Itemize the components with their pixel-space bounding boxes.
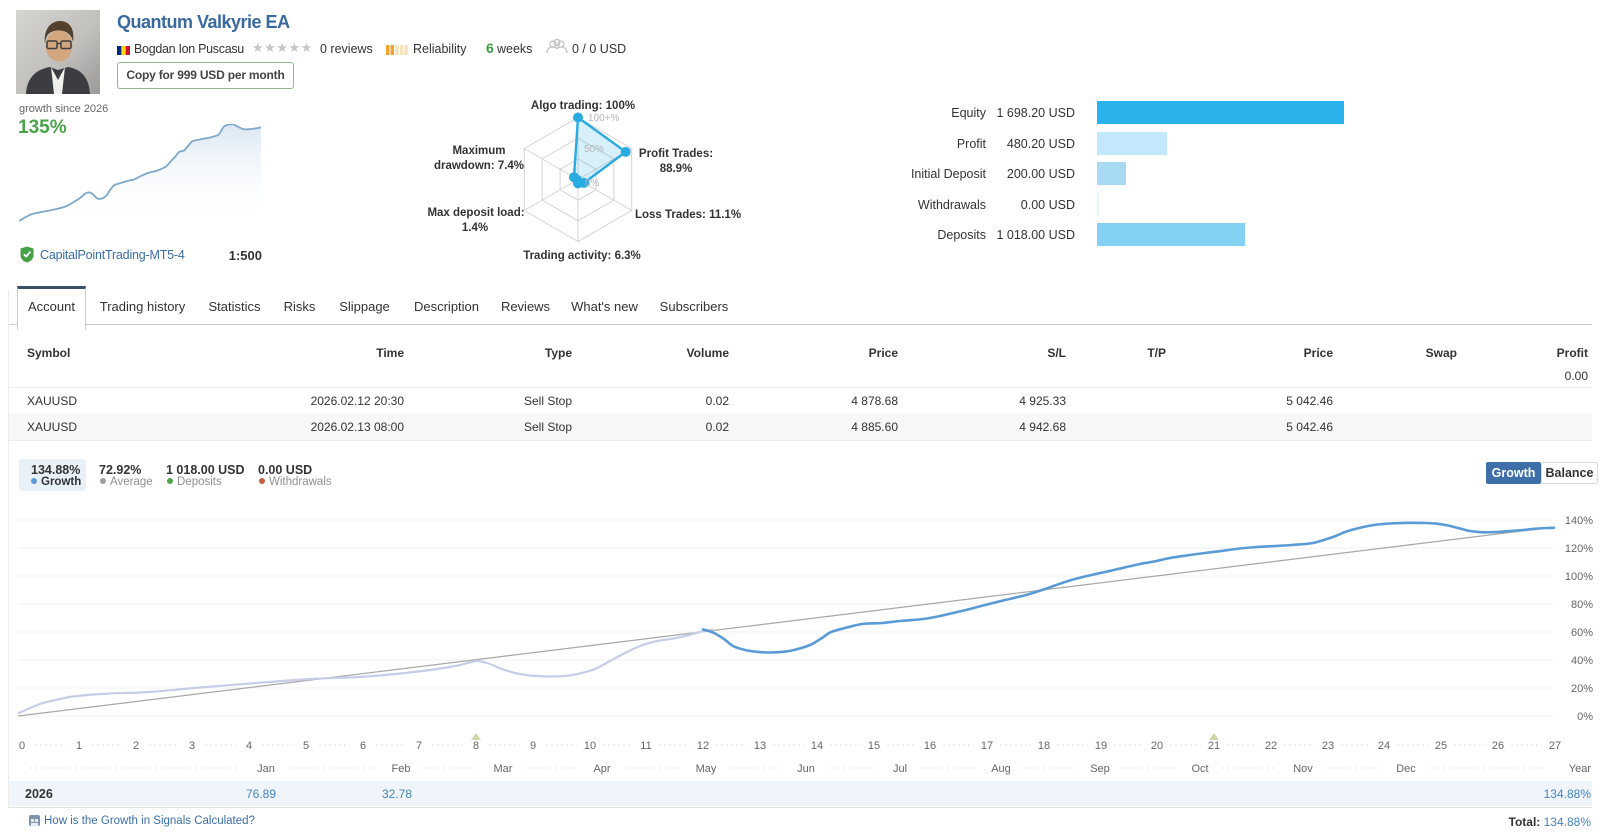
svg-text:0%: 0% [1577,711,1593,723]
svg-text:Jun: Jun [797,763,815,775]
svg-text:100+%: 100+% [588,113,620,124]
svg-text:18: 18 [1038,740,1050,752]
svg-text:1: 1 [76,740,82,752]
svg-text:60%: 60% [1571,627,1593,639]
svg-text:1.4%: 1.4% [462,222,488,234]
svg-text:23: 23 [1322,740,1334,752]
svg-text:Trading activity: 6.3%: Trading activity: 6.3% [523,250,641,262]
svg-text:16: 16 [924,740,936,752]
svg-text:27: 27 [1549,740,1561,752]
svg-text:Apr: Apr [593,763,610,775]
svg-text:9: 9 [530,740,536,752]
svg-text:Nov: Nov [1293,763,1313,775]
svg-text:Maximum: Maximum [452,145,505,157]
svg-text:50%: 50% [584,144,604,155]
svg-text:120%: 120% [1565,543,1593,555]
svg-text:21: 21 [1208,740,1220,752]
svg-text:20: 20 [1151,740,1163,752]
svg-text:3: 3 [189,740,195,752]
svg-text:22: 22 [1265,740,1277,752]
svg-text:0: 0 [19,740,25,752]
svg-text:7: 7 [416,740,422,752]
svg-text:19: 19 [1095,740,1107,752]
svg-text:Jan: Jan [257,763,275,775]
svg-text:drawdown: 7.4%: drawdown: 7.4% [434,160,524,172]
svg-text:100%: 100% [1565,571,1593,583]
svg-text:40%: 40% [1571,655,1593,667]
svg-text:Jul: Jul [893,763,907,775]
svg-text:4: 4 [246,740,252,752]
svg-text:20%: 20% [1571,683,1593,695]
svg-text:26: 26 [1492,740,1504,752]
svg-text:24: 24 [1378,740,1390,752]
svg-text:Year: Year [1569,763,1592,775]
svg-text:88.9%: 88.9% [660,163,693,175]
svg-text:5: 5 [303,740,309,752]
svg-text:Profit Trades:: Profit Trades: [639,148,713,160]
svg-text:80%: 80% [1571,599,1593,611]
svg-text:11: 11 [640,740,651,752]
svg-text:Algo trading: 100%: Algo trading: 100% [531,100,635,112]
svg-text:May: May [696,763,717,775]
svg-text:13: 13 [754,740,766,752]
svg-text:Aug: Aug [991,763,1011,775]
svg-text:15: 15 [868,740,880,752]
svg-text:Dec: Dec [1396,763,1416,775]
svg-text:14: 14 [811,740,823,752]
svg-text:12: 12 [697,740,709,752]
svg-text:0%: 0% [585,178,600,189]
svg-text:17: 17 [981,740,993,752]
svg-text:10: 10 [584,740,596,752]
svg-text:Oct: Oct [1191,763,1208,775]
svg-text:Mar: Mar [494,763,513,775]
svg-text:2: 2 [133,740,139,752]
svg-text:6: 6 [360,740,366,752]
svg-text:Loss Trades: 11.1%: Loss Trades: 11.1% [635,209,741,221]
svg-text:Max deposit load:: Max deposit load: [427,207,524,219]
svg-text:Sep: Sep [1090,763,1110,775]
svg-text:140%: 140% [1565,515,1593,527]
svg-text:8: 8 [473,740,479,752]
svg-text:Feb: Feb [392,763,411,775]
svg-text:25: 25 [1435,740,1447,752]
